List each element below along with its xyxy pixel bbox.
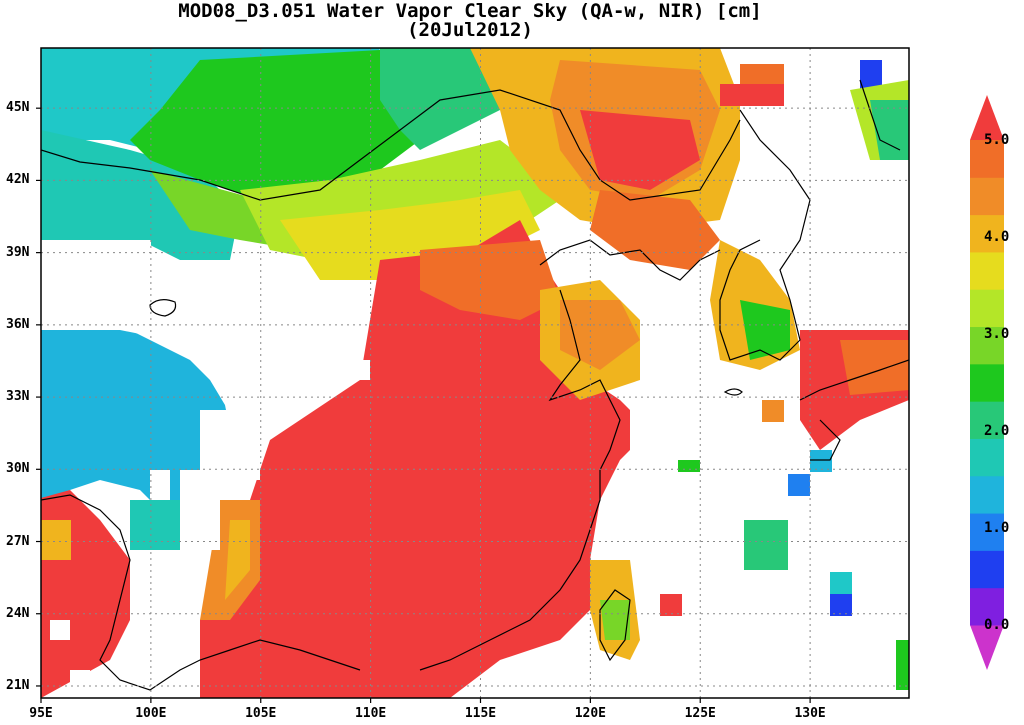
gridlines bbox=[40, 48, 909, 698]
colorbar-segment bbox=[970, 550, 1004, 589]
colorbar-segment bbox=[970, 289, 1004, 328]
colorbar-segment bbox=[970, 140, 1004, 178]
axis-ticks bbox=[36, 107, 811, 703]
colorbar-label: 0.0 bbox=[984, 617, 1010, 633]
lat-tick-label: 36N bbox=[6, 316, 30, 332]
data-field bbox=[41, 48, 909, 698]
lon-tick-label: 105E bbox=[245, 706, 277, 721]
lon-tick-label: 125E bbox=[684, 706, 716, 721]
colorbar-min-arrow bbox=[970, 625, 1004, 670]
colorbar-label: 3.0 bbox=[984, 326, 1010, 342]
map-title: MOD08_D3.051 Water Vapor Clear Sky (QA-w… bbox=[178, 0, 762, 22]
lat-tick-label: 24N bbox=[6, 605, 30, 621]
colorbar-segment bbox=[970, 587, 1004, 626]
lon-tick-label: 110E bbox=[354, 706, 387, 721]
lat-tick-label: 45N bbox=[6, 100, 30, 116]
colorbar-max-arrow bbox=[970, 95, 1004, 140]
lon-tick-label: 120E bbox=[574, 706, 607, 721]
colorbar-segment bbox=[970, 438, 1004, 477]
coastlines bbox=[41, 79, 909, 691]
colorbar-segment bbox=[970, 214, 1004, 253]
lat-tick-label: 30N bbox=[6, 461, 30, 477]
lon-tick-label: 100E bbox=[135, 706, 167, 721]
colorbar-segment bbox=[970, 251, 1004, 290]
colorbar-segment bbox=[970, 513, 1004, 551]
colorbar-label: 5.0 bbox=[984, 132, 1010, 148]
colorbar-segment bbox=[970, 326, 1004, 365]
lon-tick-label: 115E bbox=[464, 706, 497, 721]
lon-tick-label: 95E bbox=[29, 706, 53, 721]
lat-tick-label: 39N bbox=[6, 244, 30, 260]
map-frame bbox=[40, 47, 910, 699]
lat-tick-label: 33N bbox=[6, 389, 30, 405]
lat-tick-label: 21N bbox=[6, 677, 30, 693]
colorbar-label: 2.0 bbox=[984, 423, 1010, 439]
colorbar-segment bbox=[970, 177, 1004, 216]
map-date: (20Jul2012) bbox=[407, 19, 533, 41]
colorbar-label: 1.0 bbox=[984, 520, 1010, 536]
lat-tick-label: 42N bbox=[6, 172, 30, 188]
colorbar-segment bbox=[970, 475, 1004, 514]
colorbar-segment bbox=[970, 401, 1004, 439]
colorbar-label: 4.0 bbox=[984, 229, 1010, 245]
lon-tick-label: 130E bbox=[794, 706, 826, 721]
colorbar-segment bbox=[970, 363, 1004, 402]
lat-tick-label: 27N bbox=[6, 533, 30, 549]
